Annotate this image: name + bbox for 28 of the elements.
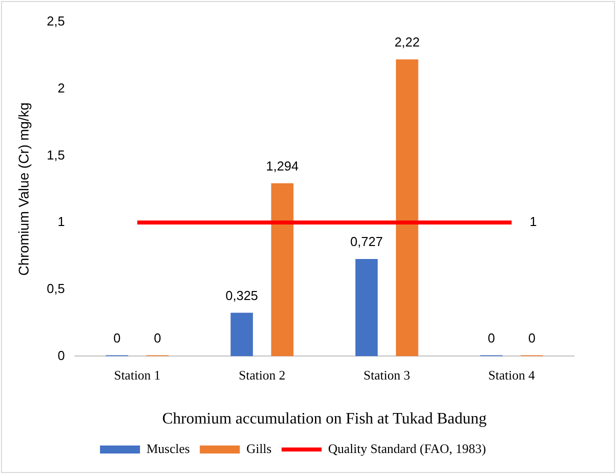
legend-label: Gills	[246, 440, 272, 456]
data-label: 1	[530, 214, 537, 230]
y-tick-label: 1	[58, 214, 65, 230]
y-axis-title: Chromium Value (Cr) mg/kg	[15, 102, 32, 276]
data-label: 0	[528, 330, 536, 346]
x-axis-title: Chromium accumulation on Fish at Tukad Badung	[162, 410, 487, 428]
data-label: 0	[488, 330, 495, 346]
legend-label: Quality Standard (FAO, 1983)	[328, 440, 486, 456]
bar	[230, 312, 253, 356]
y-tick-label: 1,5	[46, 147, 65, 162]
bar	[271, 183, 294, 356]
bar	[355, 259, 378, 356]
x-tick-label: Station 4	[488, 367, 536, 382]
data-label: 0,325	[225, 288, 258, 303]
legend-label: Muscles	[146, 440, 190, 456]
data-label: 1,294	[266, 158, 299, 174]
y-tick-label: 2	[58, 80, 65, 96]
bar	[396, 59, 418, 356]
y-tick-label: 0	[58, 348, 65, 363]
y-tick-label: 2,5	[46, 14, 65, 29]
data-label: 2,22	[394, 34, 420, 50]
data-label: 0	[154, 330, 162, 346]
x-tick-label: Station 3	[364, 367, 410, 382]
y-tick-label: 0,5	[46, 280, 65, 296]
data-label: 0,727	[350, 234, 383, 250]
x-tick-label: Station 1	[114, 367, 161, 382]
data-label: 0	[113, 330, 121, 346]
x-tick-label: Station 2	[238, 367, 286, 382]
